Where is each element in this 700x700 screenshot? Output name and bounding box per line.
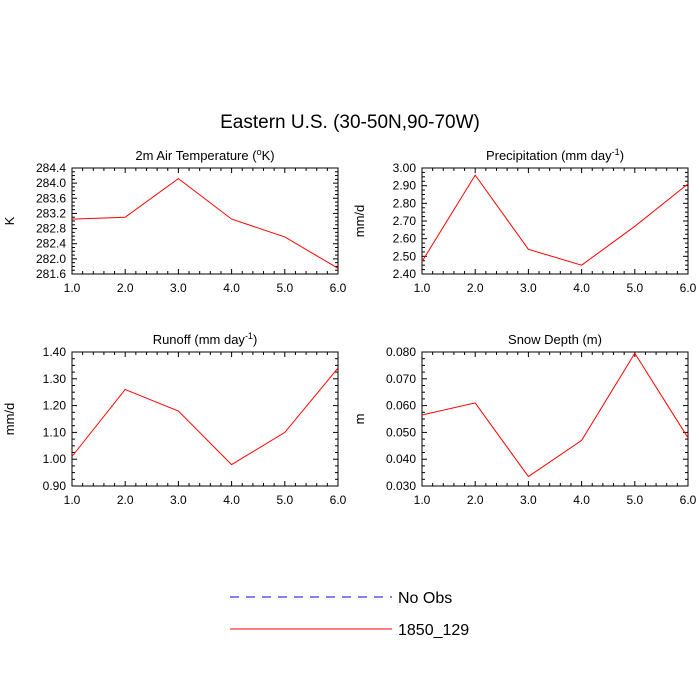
plot-frame <box>71 167 339 275</box>
x-tick-label: 4.0 <box>573 493 590 507</box>
x-tick-label: 3.0 <box>170 493 187 507</box>
panel-title: Runoff (mm day-1) <box>153 331 258 347</box>
plot-frame <box>421 351 689 487</box>
y-tick-label: 284.0 <box>36 176 66 190</box>
x-tick-label: 5.0 <box>276 281 293 295</box>
y-tick-label: 0.070 <box>386 372 416 386</box>
x-tick-label: 2.0 <box>467 493 484 507</box>
x-tick-label: 1.0 <box>414 281 431 295</box>
y-tick-label: 0.040 <box>386 452 416 466</box>
x-tick-label: 6.0 <box>680 493 697 507</box>
panel-3: Runoff (mm day-1) mm/d 0.90 1.00 1.10 1.20 1.3… <box>2 331 347 507</box>
panel-1: 2m Air Temperature (oK)K281.6282.0282.42… <box>2 147 347 295</box>
y-tick-label: 282.8 <box>36 222 66 236</box>
y-tick-label: 284.4 <box>36 161 66 175</box>
panel-4: Snow Depth (m) m 0.030 0.040 0.050 0.060 0.070… <box>352 332 697 507</box>
panel-title: Precipitation (mm day-1) <box>486 147 624 163</box>
panel-title: Snow Depth (m) <box>508 332 602 347</box>
y-tick-label: 2.40 <box>393 267 417 281</box>
y-tick-label: 0.080 <box>386 345 416 359</box>
series-line <box>421 174 689 266</box>
x-tick-label: 6.0 <box>680 281 697 295</box>
panel-title: 2m Air Temperature (oK) <box>135 147 274 163</box>
y-tick-label: 0.060 <box>386 399 416 413</box>
y-tick-label: 0.90 <box>43 479 67 493</box>
plot-frame <box>421 167 689 275</box>
series-line <box>71 367 339 466</box>
y-tick-label: 2.60 <box>393 232 417 246</box>
figure-title: Eastern U.S. (30-50N,90-70W) <box>220 112 480 133</box>
legend-label: 1850_129 <box>398 622 469 639</box>
x-tick-label: 1.0 <box>414 493 431 507</box>
y-tick-label: 282.0 <box>36 252 66 266</box>
x-tick-label: 2.0 <box>117 281 134 295</box>
y-tick-label: 282.4 <box>36 237 66 251</box>
x-tick-label: 6.0 <box>330 281 347 295</box>
legend-label: No Obs <box>398 590 452 607</box>
y-tick-label: 1.10 <box>43 425 67 439</box>
plot-frame <box>71 351 339 487</box>
y-axis-label: K <box>2 216 17 225</box>
series-line <box>71 177 339 269</box>
y-tick-label: 0.030 <box>386 479 416 493</box>
x-tick-label: 3.0 <box>170 281 187 295</box>
x-tick-label: 4.0 <box>223 493 240 507</box>
series-line <box>421 352 689 478</box>
y-tick-label: 0.050 <box>386 425 416 439</box>
y-tick-label: 2.50 <box>393 249 417 263</box>
y-axis-label: mm/d <box>352 205 367 238</box>
y-tick-label: 3.00 <box>393 161 417 175</box>
y-tick-label: 1.20 <box>43 399 67 413</box>
x-tick-label: 1.0 <box>64 281 81 295</box>
y-tick-label: 2.90 <box>393 179 417 193</box>
y-axis-label: mm/d <box>2 403 17 436</box>
x-tick-label: 5.0 <box>626 493 643 507</box>
x-tick-label: 2.0 <box>467 281 484 295</box>
legend: No Obs 1850_129 <box>230 590 469 639</box>
panel-2: Precipitation (mm day-1) mm/d 2.40 2.50 2.60… <box>352 147 697 295</box>
y-tick-label: 1.40 <box>43 345 67 359</box>
y-axis-label: m <box>352 414 367 425</box>
x-tick-label: 5.0 <box>626 281 643 295</box>
x-tick-label: 1.0 <box>64 493 81 507</box>
x-tick-label: 3.0 <box>520 493 537 507</box>
y-tick-label: 1.00 <box>43 452 67 466</box>
x-tick-label: 6.0 <box>330 493 347 507</box>
y-tick-label: 2.80 <box>393 196 417 210</box>
x-tick-label: 4.0 <box>573 281 590 295</box>
y-tick-label: 2.70 <box>393 214 417 228</box>
y-tick-label: 281.6 <box>36 267 66 281</box>
x-tick-label: 4.0 <box>223 281 240 295</box>
y-tick-label: 283.2 <box>36 206 66 220</box>
y-tick-label: 1.30 <box>43 372 67 386</box>
x-tick-label: 5.0 <box>276 493 293 507</box>
x-tick-label: 3.0 <box>520 281 537 295</box>
x-tick-label: 2.0 <box>117 493 134 507</box>
y-tick-label: 283.6 <box>36 191 66 205</box>
